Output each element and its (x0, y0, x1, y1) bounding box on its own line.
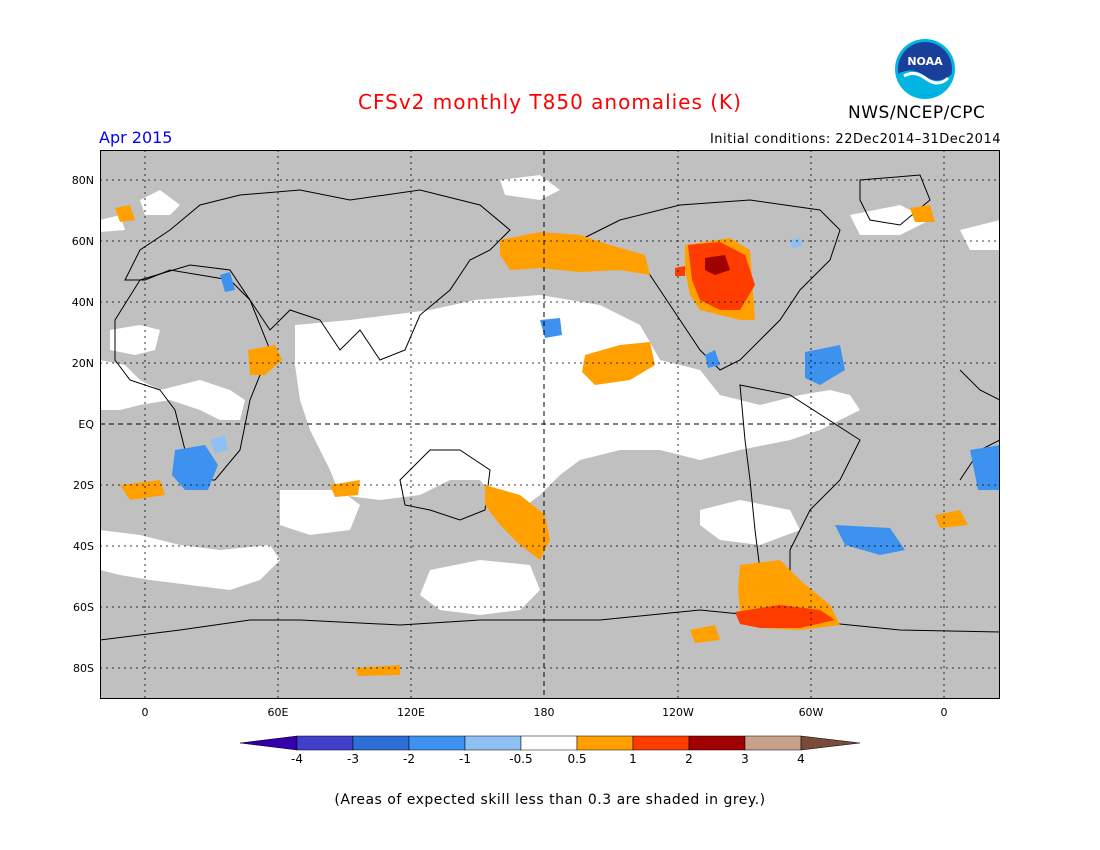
coastlines (100, 174, 1000, 641)
equator-dateline (100, 150, 1000, 699)
lon-label-180: 180 (533, 706, 555, 719)
anomaly-map (100, 150, 1000, 699)
colorbar-label: -4 (291, 752, 303, 766)
colorbar-bin (688, 735, 746, 751)
colorbar-label: 1 (629, 752, 637, 766)
initial-conditions: Initial conditions: 22Dec2014–31Dec2014 (709, 132, 1001, 147)
lat-label-20n: 20N (71, 357, 94, 370)
colorbar-arrow-left (240, 735, 298, 751)
map-title: CFSv2 monthly T850 anomalies (K) (358, 90, 742, 114)
colorbar-label: 4 (797, 752, 805, 766)
lat-label-80n: 80N (71, 174, 94, 187)
colorbar (240, 735, 860, 751)
agency-label: NWS/NCEP/CPC (848, 103, 986, 123)
grid-lines (100, 150, 1000, 699)
lat-label-60s: 60S (73, 601, 94, 614)
colorbar-label: -1 (459, 752, 471, 766)
lon-label-120w: 120W (662, 706, 694, 719)
very-hot-anomaly-regions (705, 255, 730, 275)
cool-anomaly-regions (210, 238, 802, 453)
hot-anomaly-regions (675, 242, 835, 628)
lat-label-eq: EQ (78, 418, 94, 431)
colorbar-bin (520, 735, 578, 751)
colorbar-bin (576, 735, 634, 751)
colorbar-label: 3 (741, 752, 749, 766)
lat-label-60n: 60N (71, 235, 94, 248)
cold-anomaly-regions (172, 272, 1000, 555)
lat-label-40n: 40N (71, 296, 94, 309)
skill-footnote: (Areas of expected skill less than 0.3 a… (334, 792, 766, 808)
colorbar-label: 0.5 (567, 752, 587, 766)
noaa-logo: NOAA (895, 39, 955, 99)
lon-label-120e: 120E (397, 706, 425, 719)
lat-label-20s: 20S (73, 479, 94, 492)
lon-label-0: 0 (141, 706, 149, 719)
lat-label-40s: 40S (73, 540, 94, 553)
colorbar-label: 2 (685, 752, 693, 766)
colorbar-arrow-right (800, 735, 860, 751)
neutral-regions (100, 175, 1000, 615)
colorbar-bin (632, 735, 690, 751)
colorbar-bin (744, 735, 802, 751)
lon-label-0-right: 0 (940, 706, 948, 719)
lat-label-80s: 80S (73, 662, 94, 675)
colorbar-label: -0.5 (509, 752, 533, 766)
colorbar-bin (296, 735, 354, 751)
colorbar-label: -3 (347, 752, 359, 766)
lon-label-60e: 60E (267, 706, 289, 719)
colorbar-label: -2 (403, 752, 415, 766)
colorbar-bin (408, 735, 466, 751)
forecast-month: Apr 2015 (99, 128, 173, 147)
colorbar-bin (352, 735, 410, 751)
colorbar-bin (464, 735, 522, 751)
noaa-logo-text: NOAA (907, 55, 943, 68)
lon-label-60w: 60W (798, 706, 824, 719)
